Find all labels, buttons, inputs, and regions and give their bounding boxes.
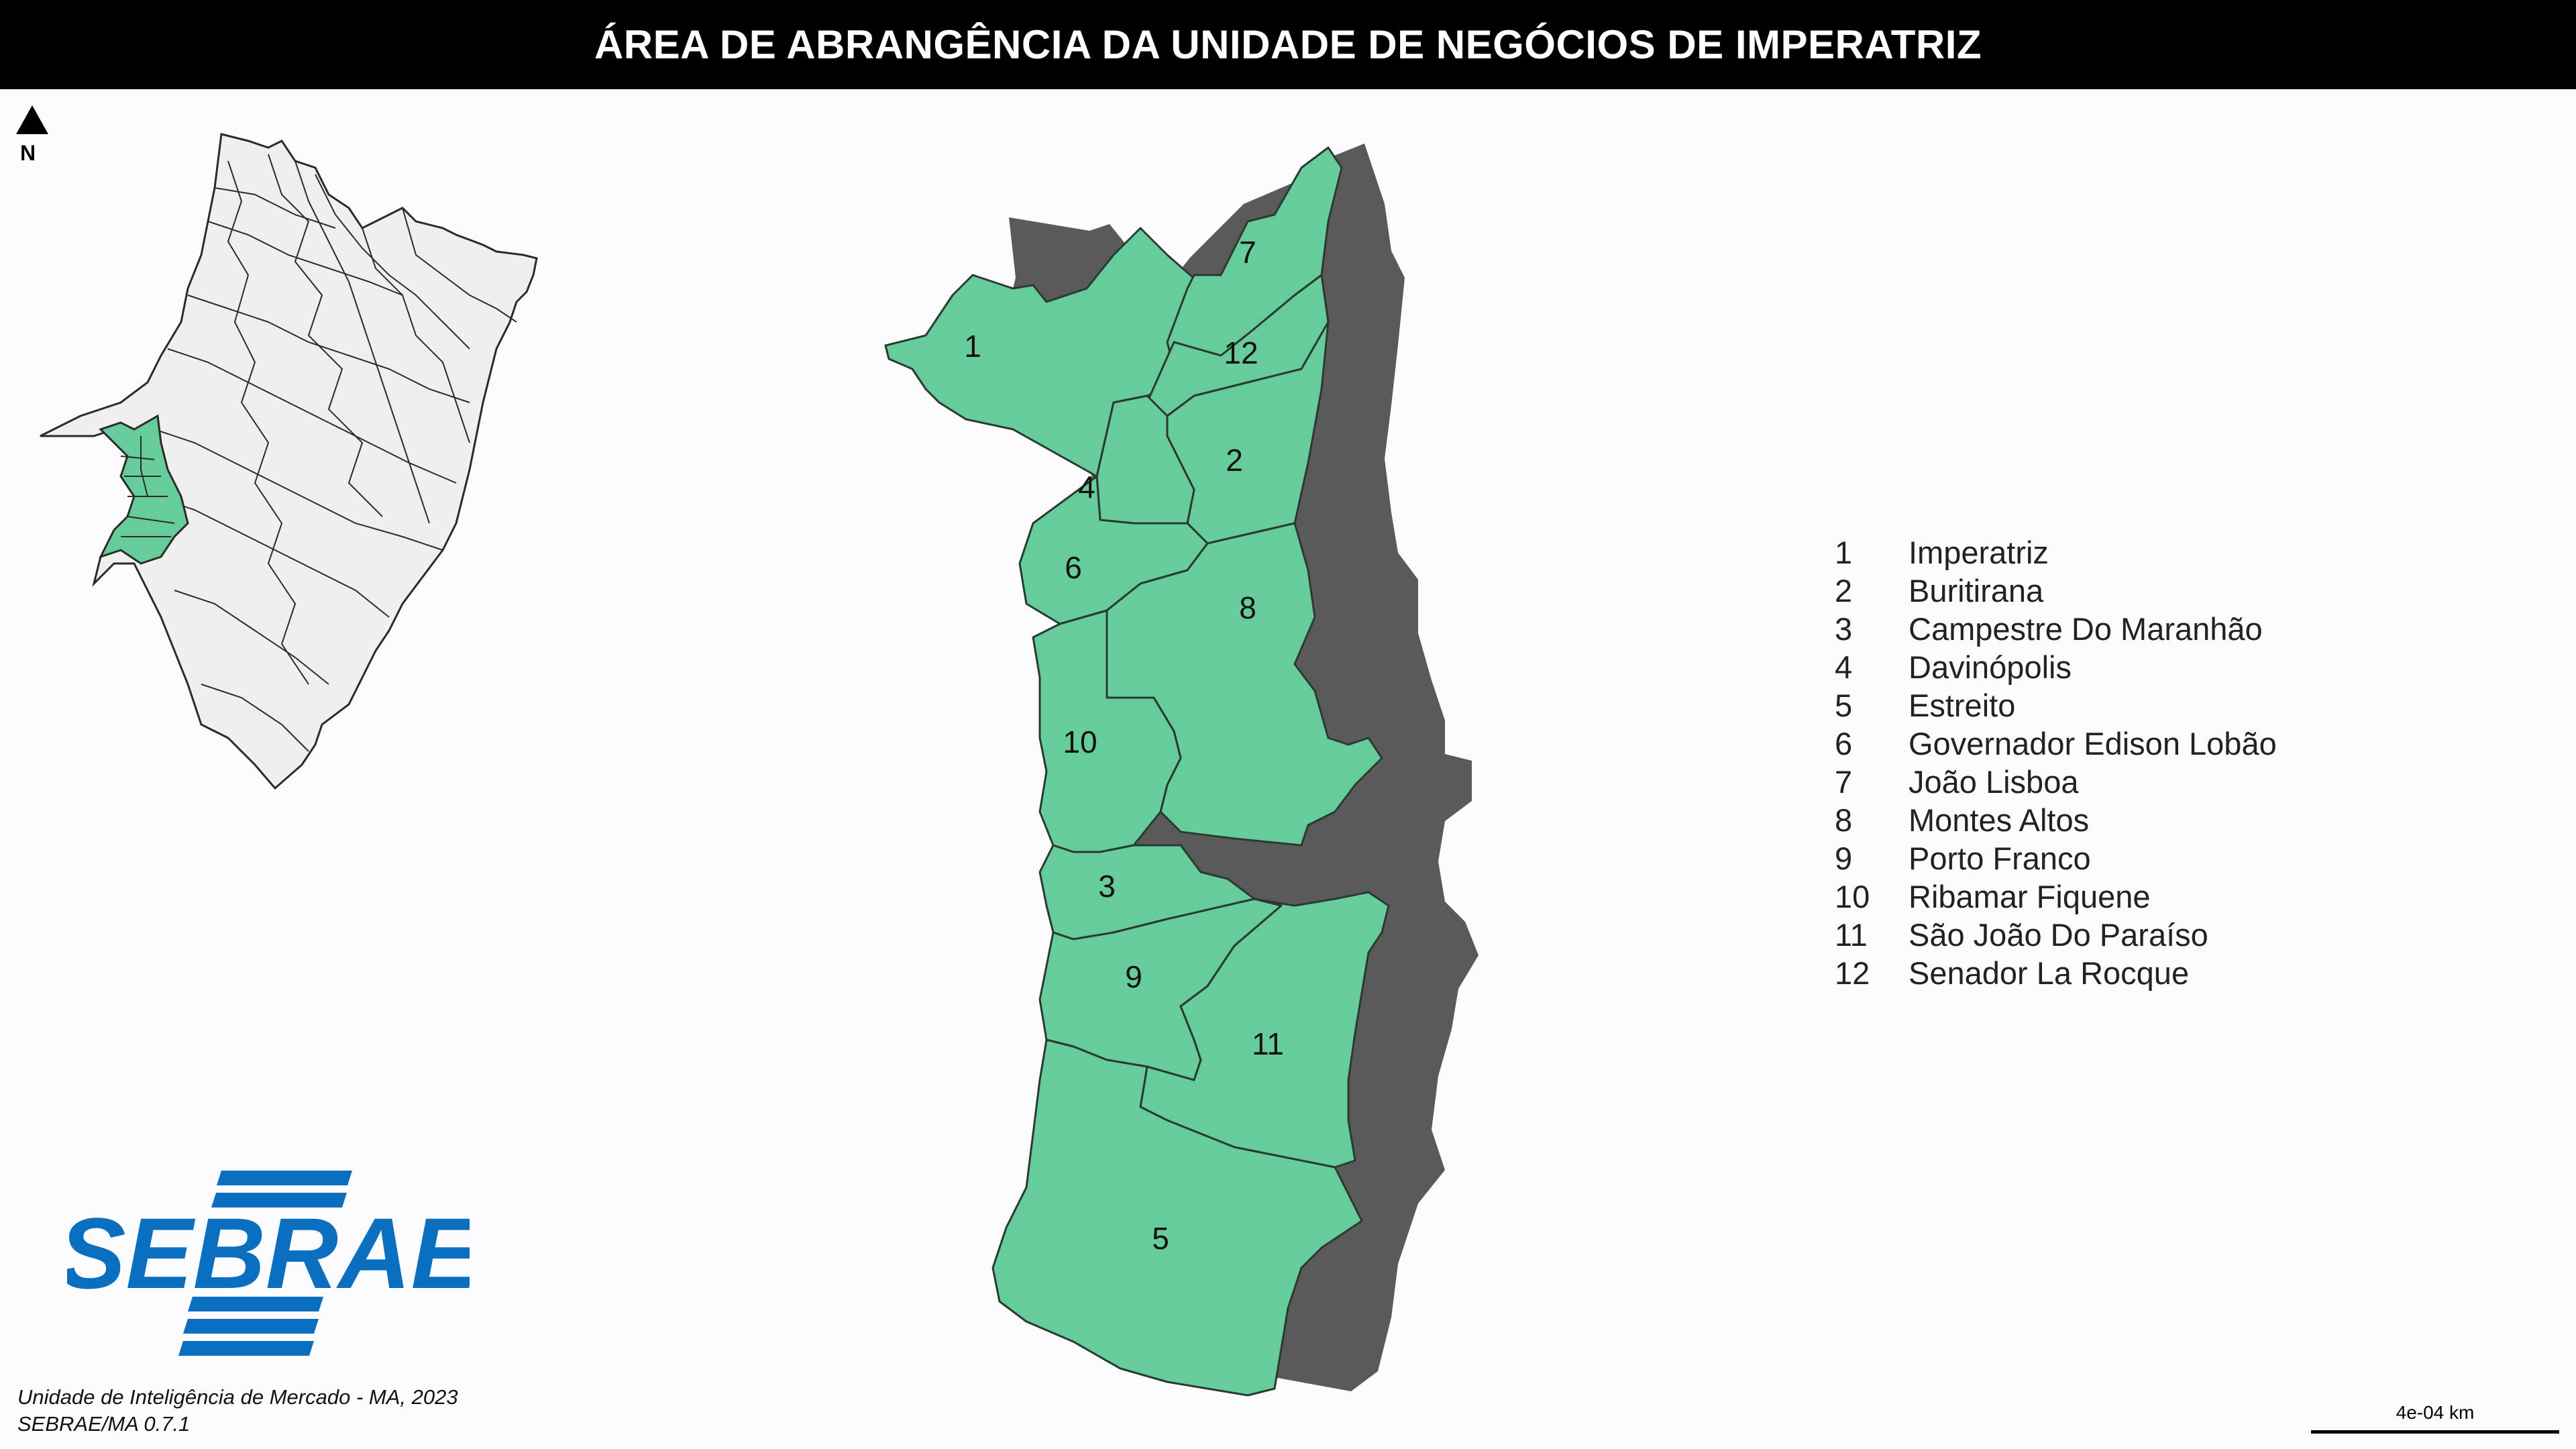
scale-bar: 4e-04 km bbox=[2311, 1402, 2559, 1442]
legend-number: 4 bbox=[1835, 649, 1853, 685]
label-12: 12 bbox=[1224, 335, 1258, 370]
region-1 bbox=[884, 227, 1195, 478]
legend-number: 3 bbox=[1835, 611, 1853, 647]
legend-name: João Lisboa bbox=[1909, 764, 2079, 800]
inset-highlight-area bbox=[99, 414, 189, 565]
legend-row: 1 Imperatriz bbox=[1835, 533, 2385, 572]
legend-name: Ribamar Fiquene bbox=[1909, 879, 2151, 914]
legend-name: Senador La Rocque bbox=[1909, 955, 2190, 991]
label-11: 11 bbox=[1252, 1026, 1284, 1061]
label-7: 7 bbox=[1239, 235, 1256, 270]
label-6: 6 bbox=[1065, 550, 1082, 585]
legend-number: 1 bbox=[1835, 535, 1853, 570]
region-labels: 1 2 3 4 5 6 7 8 9 10 11 12 bbox=[964, 235, 1284, 1256]
legend-number: 8 bbox=[1835, 802, 1853, 838]
legend-row: 12 Senador La Rocque bbox=[1835, 954, 2385, 992]
main-region-map: 1 2 3 4 5 6 7 8 9 10 11 12 bbox=[884, 144, 1479, 1397]
legend-row: 5 Estreito bbox=[1835, 686, 2385, 724]
map-title: ÁREA DE ABRANGÊNCIA DA UNIDADE DE NEGÓCI… bbox=[594, 22, 1982, 67]
legend-name: Imperatriz bbox=[1909, 535, 2049, 570]
legend-number: 11 bbox=[1835, 917, 1868, 953]
sebrae-logo: SEBRAE bbox=[67, 1171, 470, 1356]
north-label: N bbox=[20, 141, 36, 165]
region-5 bbox=[991, 1038, 1363, 1397]
label-1: 1 bbox=[964, 329, 981, 364]
legend-name: Governador Edison Lobão bbox=[1909, 726, 2277, 761]
scale-bar-line bbox=[2311, 1430, 2559, 1434]
legend-row: 9 Porto Franco bbox=[1835, 839, 2385, 877]
label-3: 3 bbox=[1098, 869, 1116, 904]
legend-name: Buritirana bbox=[1909, 573, 2044, 608]
legend-row: 11 São João Do Paraíso bbox=[1835, 916, 2385, 954]
scale-label: 4e-04 km bbox=[2396, 1402, 2475, 1423]
legend-row: 10 Ribamar Fiquene bbox=[1835, 877, 2385, 916]
legend-number: 10 bbox=[1835, 879, 1870, 914]
legend-row: 2 Buritirana bbox=[1835, 572, 2385, 610]
legend-number: 9 bbox=[1835, 841, 1853, 876]
legend-name: São João Do Paraíso bbox=[1909, 917, 2208, 953]
legend-row: 6 Governador Edison Lobão bbox=[1835, 724, 2385, 763]
legend-row: 4 Davinópolis bbox=[1835, 648, 2385, 686]
legend-number: 5 bbox=[1835, 688, 1853, 723]
legend-name: Davinópolis bbox=[1909, 649, 2072, 685]
legend-row: 8 Montes Altos bbox=[1835, 801, 2385, 839]
legend-number: 2 bbox=[1835, 573, 1853, 608]
legend-name: Campestre Do Maranhão bbox=[1909, 611, 2263, 647]
label-10: 10 bbox=[1063, 724, 1097, 759]
credit-line-2: SEBRAE/MA 0.7.1 bbox=[17, 1412, 191, 1436]
credit-line-1: Unidade de Inteligência de Mercado - MA,… bbox=[17, 1385, 458, 1409]
regions-group bbox=[884, 146, 1390, 1397]
sebrae-wordmark: SEBRAE bbox=[67, 1197, 470, 1309]
label-8: 8 bbox=[1239, 590, 1256, 625]
title-bar: ÁREA DE ABRANGÊNCIA DA UNIDADE DE NEGÓCI… bbox=[0, 0, 2576, 89]
legend-number: 6 bbox=[1835, 726, 1853, 761]
inset-state-map bbox=[40, 133, 538, 790]
label-4: 4 bbox=[1078, 470, 1095, 504]
label-2: 2 bbox=[1226, 443, 1243, 478]
legend-row: 3 Campestre Do Maranhão bbox=[1835, 610, 2385, 648]
legend-name: Estreito bbox=[1909, 688, 2016, 723]
legend: 1 Imperatriz 2 Buritirana 3 Campestre Do Ma… bbox=[1835, 533, 2385, 992]
north-arrow-icon bbox=[16, 105, 48, 134]
legend-number: 7 bbox=[1835, 764, 1853, 800]
label-9: 9 bbox=[1125, 959, 1142, 994]
legend-name: Montes Altos bbox=[1909, 802, 2090, 838]
legend-row: 7 João Lisboa bbox=[1835, 763, 2385, 801]
legend-number: 12 bbox=[1835, 955, 1870, 991]
label-5: 5 bbox=[1152, 1221, 1169, 1256]
legend-name: Porto Franco bbox=[1909, 841, 2091, 876]
inset-state-outline bbox=[40, 133, 538, 790]
